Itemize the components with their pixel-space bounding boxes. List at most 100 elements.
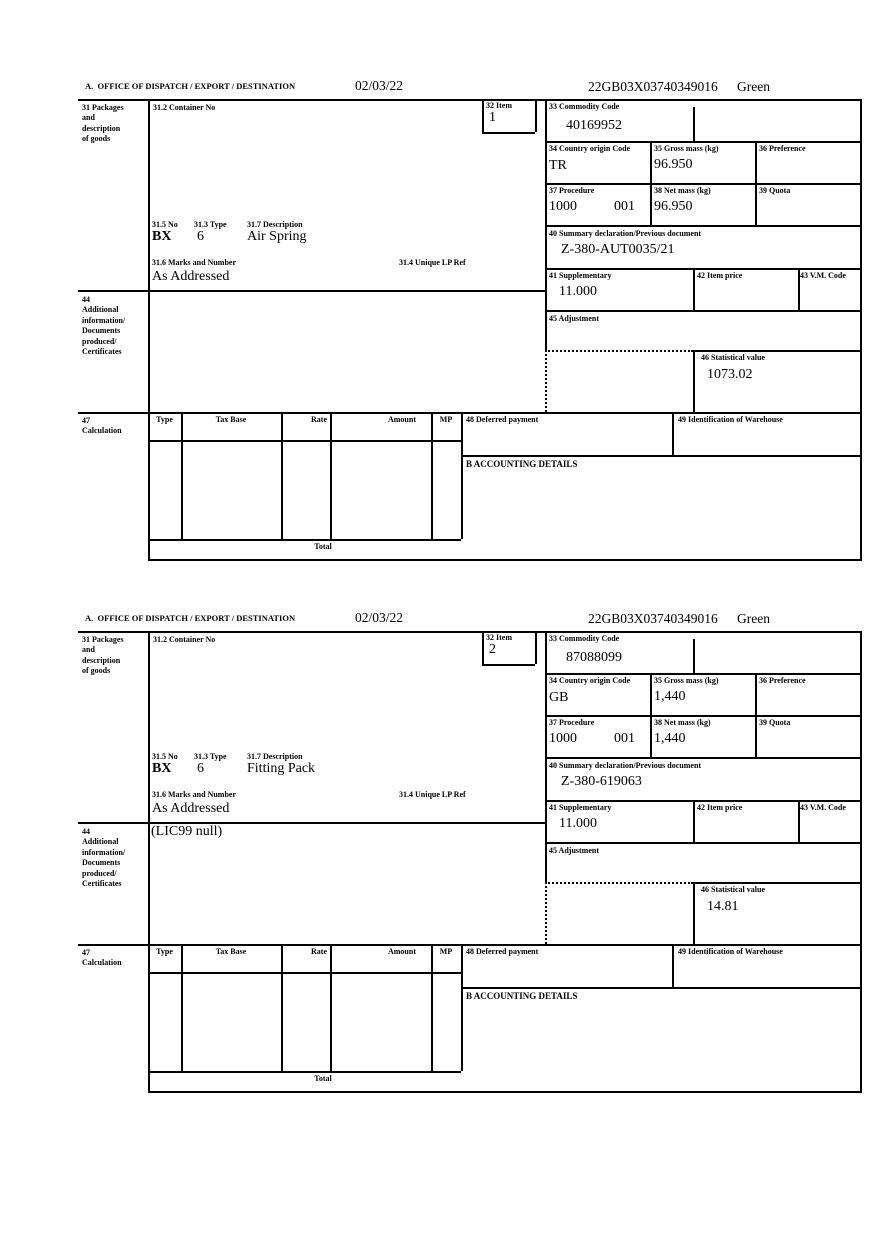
box34-country-origin-label: 34 Country origin Code: [549, 144, 631, 153]
divider-line: [545, 673, 862, 675]
declaration-item-block: A. OFFICE OF DISPATCH / EXPORT / DESTINA…: [78, 610, 864, 1095]
divider-line: [545, 715, 862, 717]
statistical-value: 14.81: [707, 899, 739, 914]
divider-line: [535, 99, 537, 132]
marks-and-numbers-value: As Addressed: [152, 269, 230, 284]
box35-gross-mass-label: 35 Gross mass (kg): [654, 144, 719, 153]
divider-line: [482, 99, 484, 132]
divider-line: [330, 412, 332, 539]
divider-line: [545, 757, 862, 759]
box41-supplementary-label: 41 Supplementary: [549, 271, 612, 280]
routing-status: Green: [737, 79, 770, 94]
divider-line: [693, 350, 862, 352]
calc-column-rate: Rate: [311, 947, 327, 956]
divider-line: [78, 412, 862, 414]
calc-column-amount: Amount: [387, 415, 416, 424]
box31-2-container-label: 31.2 Container No: [153, 635, 216, 644]
divider-line: [461, 412, 463, 539]
divider-line: [860, 99, 862, 561]
divider-line: [545, 842, 862, 844]
divider-line: [148, 1071, 461, 1073]
box46-statistical-value-label: 46 Statistical value: [701, 353, 765, 362]
calc-column-tax-base: Tax Base: [215, 947, 247, 956]
box35-gross-mass-label: 35 Gross mass (kg): [654, 676, 719, 685]
divider-line: [860, 631, 862, 1093]
divider-line: [181, 944, 183, 1071]
divider-line: [482, 631, 484, 664]
divider-line: [545, 631, 547, 882]
divider-line: [755, 673, 757, 757]
divider-line: [672, 944, 674, 987]
divider-line: [545, 800, 862, 802]
box31-3-type-label: 31.3 Type: [194, 220, 227, 229]
box31-7-description-label: 31.7 Description: [247, 220, 303, 229]
procedure-ext-value: 001: [614, 199, 635, 214]
box49-warehouse-label: 49 Identification of Warehouse: [678, 947, 783, 956]
divider-line: [148, 631, 150, 1093]
accounting-details-heading: B ACCOUNTING DETAILS: [466, 459, 578, 469]
additional-information-value: (LIC99 null): [151, 824, 223, 839]
box31-3-type-label: 31.3 Type: [194, 752, 227, 761]
divider-line: [482, 132, 535, 134]
routing-status: Green: [737, 611, 770, 626]
declaration-item-block: A. OFFICE OF DISPATCH / EXPORT / DESTINA…: [78, 78, 864, 563]
box40-summary-declaration-label: 40 Summary declaration/Previous document: [549, 229, 702, 238]
divider-line: [461, 987, 862, 989]
box33-commodity-code-label: 33 Commodity Code: [549, 102, 620, 111]
divider-line: [798, 268, 800, 310]
divider-line: [650, 141, 652, 225]
previous-document-value: Z-380-619063: [561, 774, 642, 789]
divider-line: [798, 800, 800, 842]
box31-2-container-label: 31.2 Container No: [153, 103, 216, 112]
item-number-value: 2: [489, 642, 496, 657]
divider-line: [693, 800, 695, 842]
dotted-divider-line: [545, 350, 693, 352]
divider-line: [461, 455, 862, 457]
box32-item-label: 32 Item: [486, 101, 512, 110]
dotted-divider-line: [545, 882, 547, 944]
box41-supplementary-label: 41 Supplementary: [549, 803, 612, 812]
divider-line: [431, 412, 433, 539]
divider-line: [693, 882, 695, 944]
calc-column-mp: MP: [439, 415, 453, 424]
box31-packages-label: 31 Packages and description of goods: [82, 103, 124, 144]
item-number-value: 1: [489, 110, 496, 125]
divider-line: [545, 141, 862, 143]
dispatch-date: 02/03/22: [355, 78, 404, 93]
box31-6-marks-label: 31.6 Marks and Number: [152, 258, 237, 267]
calc-column-type: Type: [156, 415, 173, 424]
box48-deferred-payment-label: 48 Deferred payment: [466, 415, 539, 424]
package-count-value: BX: [152, 229, 172, 244]
divider-line: [330, 944, 332, 1071]
gross-mass-value: 1,440: [654, 689, 686, 704]
box47-calculation-label: 47 Calculation: [82, 948, 122, 968]
box39-quota-label: 39 Quota: [759, 718, 791, 727]
box37-procedure-label: 37 Procedure: [549, 186, 595, 195]
divider-line: [281, 944, 283, 1071]
net-mass-value: 1,440: [654, 731, 686, 746]
net-mass-value: 96.950: [654, 199, 693, 214]
country-origin-value: TR: [549, 158, 567, 173]
divider-line: [78, 944, 862, 946]
box33-commodity-code-label: 33 Commodity Code: [549, 634, 620, 643]
box43-vm-code-label: 43 V.M. Code: [800, 803, 846, 812]
total-row-label: Total: [314, 1074, 332, 1083]
divider-line: [545, 268, 862, 270]
box47-calculation-label: 47 Calculation: [82, 416, 122, 436]
box40-summary-declaration-label: 40 Summary declaration/Previous document: [549, 761, 702, 770]
divider-line: [148, 440, 461, 442]
procedure-code-value: 1000: [549, 731, 577, 746]
movement-reference-number: 22GB03X03740349016: [588, 611, 718, 626]
total-row-label: Total: [314, 542, 332, 551]
accounting-details-heading: B ACCOUNTING DETAILS: [466, 991, 578, 1001]
calc-column-tax-base: Tax Base: [215, 415, 247, 424]
box31-5-no-label: 31.5 No: [152, 752, 178, 761]
statistical-value: 1073.02: [707, 367, 753, 382]
divider-line: [535, 631, 537, 664]
box45-adjustment-label: 45 Adjustment: [549, 314, 600, 323]
previous-document-value: Z-380-AUT0035/21: [561, 242, 675, 257]
calc-column-type: Type: [156, 947, 173, 956]
divider-line: [181, 412, 183, 539]
box45-adjustment-label: 45 Adjustment: [549, 846, 600, 855]
